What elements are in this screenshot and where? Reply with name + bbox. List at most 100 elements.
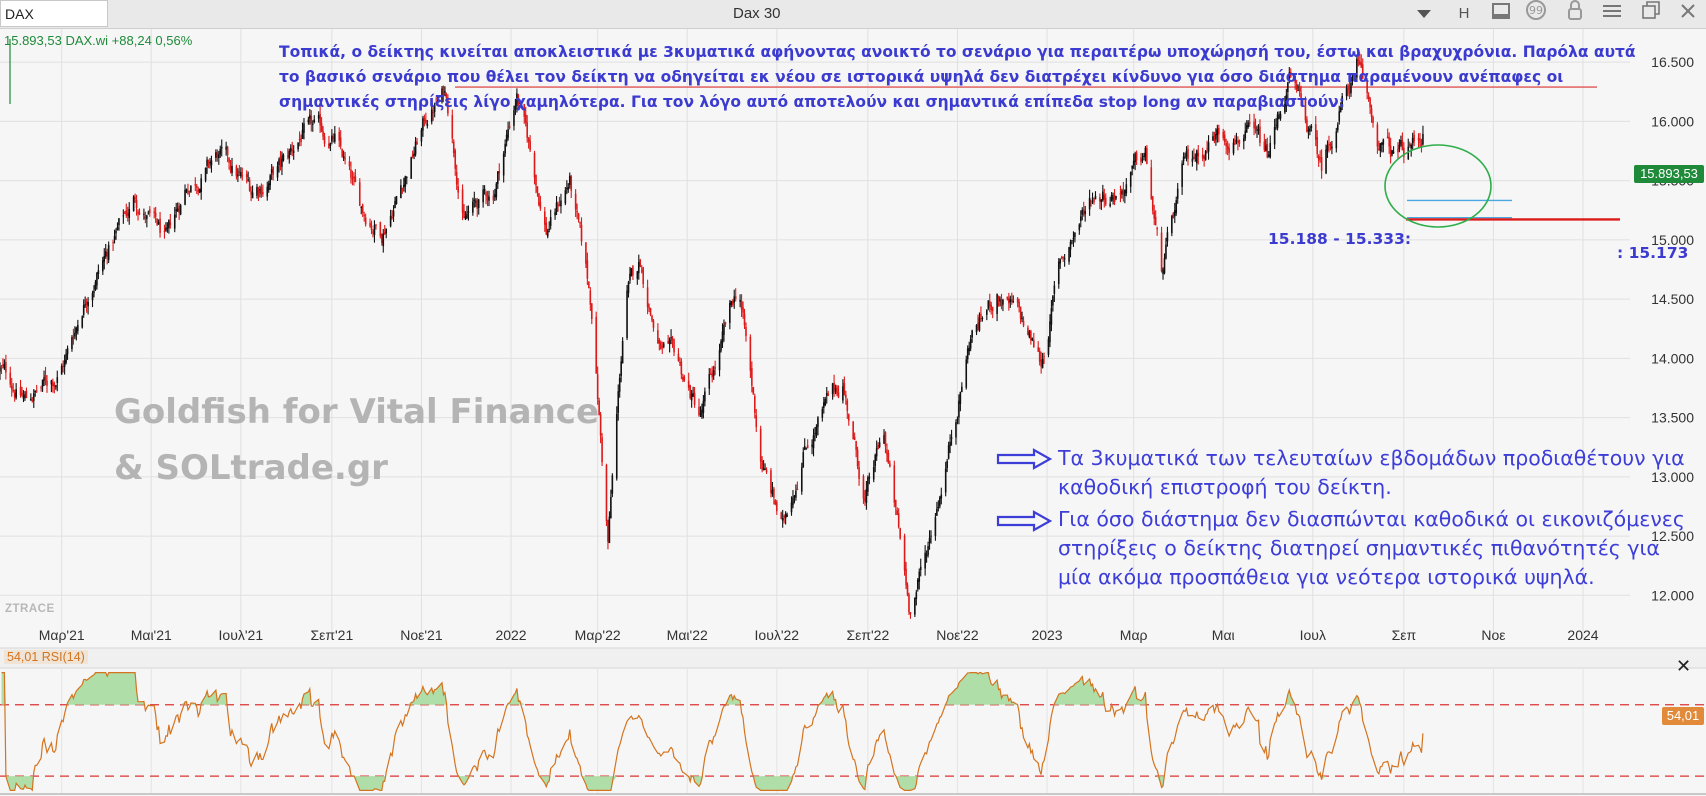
candle-body	[759, 428, 762, 462]
candle-body	[1040, 359, 1042, 367]
candle-body	[118, 218, 120, 226]
close-indicator-icon[interactable]: ✕	[1676, 656, 1692, 676]
candle-body	[610, 496, 612, 519]
candle-body	[1090, 201, 1092, 203]
candle-body	[1267, 154, 1270, 157]
candle-body	[106, 251, 108, 257]
candle-body	[661, 346, 664, 348]
candle-body	[617, 391, 620, 413]
candle-body	[607, 520, 609, 542]
candle-body	[853, 436, 856, 441]
candle-body	[1300, 93, 1302, 99]
symbol-input[interactable]: DAX	[0, 0, 108, 27]
candle-body	[966, 348, 969, 360]
chart-grid	[0, 29, 1630, 794]
candle-body	[0, 366, 3, 368]
candle-body	[1245, 125, 1248, 133]
candle-body	[1309, 128, 1311, 132]
h-icon[interactable]: H	[1458, 5, 1470, 22]
chevron-down-icon[interactable]	[1410, 0, 1438, 28]
candle-body	[1166, 232, 1169, 242]
candle-body	[731, 301, 734, 305]
candle-body	[1228, 147, 1230, 153]
candle-body	[50, 380, 53, 385]
candle-body	[394, 201, 396, 209]
candle-body	[677, 353, 680, 361]
candle-body	[1099, 197, 1101, 202]
comment-icon[interactable]: 99	[1522, 0, 1550, 28]
candle-body	[883, 435, 885, 444]
y-tick-label: 14.500	[1651, 291, 1694, 307]
lock-icon[interactable]	[1561, 0, 1589, 28]
candle-body	[1069, 241, 1072, 250]
candle-body	[762, 468, 765, 471]
candle-body	[774, 500, 777, 505]
candle-body	[1019, 306, 1022, 319]
candle-body	[485, 192, 487, 197]
candle-body	[15, 389, 17, 398]
candle-body	[413, 153, 415, 156]
candle-body	[210, 160, 213, 166]
candle-body	[765, 469, 768, 473]
candle-body	[1259, 126, 1261, 143]
candle-body	[1012, 301, 1015, 303]
candle-body	[159, 218, 161, 233]
candle-body	[1153, 211, 1156, 219]
candle-body	[1156, 227, 1158, 230]
close-icon[interactable]	[1674, 0, 1702, 28]
candle-body	[1287, 82, 1289, 93]
candle-body	[188, 190, 191, 192]
candle-body	[1420, 143, 1423, 148]
panel-icon[interactable]	[1487, 0, 1515, 28]
candle-body	[734, 296, 737, 299]
candle-body	[733, 296, 736, 303]
candle-body	[375, 224, 377, 226]
candle-body	[1162, 269, 1164, 275]
candle-body	[1403, 147, 1405, 157]
candle-body	[771, 489, 774, 494]
candle-body	[358, 182, 361, 206]
candle-body	[364, 217, 367, 225]
candle-body	[303, 123, 305, 133]
candle-body	[927, 546, 929, 556]
menu-icon[interactable]	[1598, 0, 1626, 28]
candle-body	[658, 340, 661, 344]
rsi-oversold-fill	[1, 776, 1423, 791]
candle-body	[1275, 124, 1277, 126]
candle-body	[385, 228, 388, 234]
y-tick-label: 15.000	[1651, 232, 1694, 248]
candle-body	[451, 115, 454, 139]
candle-body	[107, 244, 110, 260]
chart-canvas[interactable]: 12.000 12.500 13.000 13.500 14.000 14.500 15.0…	[0, 29, 1706, 796]
candle-body	[1129, 171, 1132, 187]
restore-icon[interactable]	[1637, 0, 1665, 28]
candle-body	[432, 112, 434, 114]
candle-body	[1389, 145, 1392, 157]
candle-body	[185, 189, 188, 192]
candle-body	[1160, 232, 1163, 272]
ztrace-logo: ZTRACE	[5, 603, 55, 615]
candle-body	[915, 592, 918, 600]
candle-body	[66, 348, 69, 355]
candle-body	[389, 215, 392, 227]
candle-body	[1135, 152, 1138, 161]
candle-body	[1143, 155, 1145, 157]
candle-body	[1197, 153, 1200, 157]
candle-body	[1132, 160, 1135, 166]
candle-body	[341, 149, 343, 157]
candle-body	[144, 216, 147, 219]
candle-body	[382, 233, 385, 247]
candle-body	[287, 155, 289, 157]
candle-body	[1068, 247, 1070, 262]
candle-body	[279, 156, 282, 164]
candle-body	[887, 452, 890, 464]
candle-body	[436, 100, 439, 102]
y-tick-label: 12.000	[1651, 587, 1694, 603]
candle-body	[1063, 258, 1066, 260]
candle-body	[1172, 212, 1175, 219]
candle-body	[833, 382, 835, 390]
candle-body	[1049, 321, 1051, 343]
candle-body	[1072, 237, 1075, 240]
annotation-lines	[455, 86, 1620, 221]
candle-body	[764, 468, 766, 470]
